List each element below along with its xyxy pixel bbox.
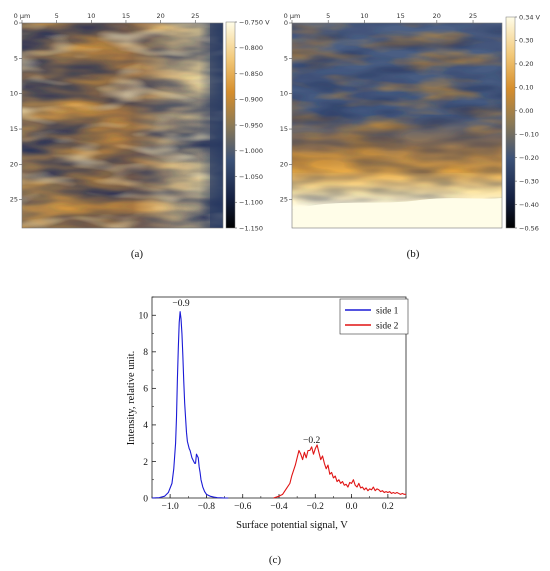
x-tick-label: 0.0 xyxy=(346,502,358,512)
panel-b-y-tick-label: 0 xyxy=(284,19,288,27)
panel-b-colorbar-tick-label: 0.20 xyxy=(519,60,533,68)
y-axis-label: Intensity, relative unit. xyxy=(126,351,137,445)
panel-b-map xyxy=(292,23,502,228)
panel-a-x-tick-label: 25 xyxy=(191,12,199,20)
panel-c: −1.0 −0.8 −0.6 −0.4 −0.2 0.0 0.2 0 2 4 6 8 10 −0.9 −0.… xyxy=(126,296,409,566)
x-tick-label: −0.8 xyxy=(198,502,215,512)
y-tick-label: 0 xyxy=(143,494,148,504)
panel-a-x-tick-label: 10 xyxy=(87,12,95,20)
panel-a-x-axis: 0 µm 5 10 15 20 25 xyxy=(14,12,199,23)
y-tick-label: 8 xyxy=(143,348,148,358)
panel-a-y-tick-label: 5 xyxy=(14,54,18,62)
series-line-side-2 xyxy=(273,444,406,499)
panel-b-x-tick-label: 25 xyxy=(469,12,477,20)
panel-a-colorbar-tick-label: −1.050 xyxy=(239,173,263,181)
panel-b-x-tick-label: 0 µm xyxy=(284,12,301,20)
panel-b-colorbar-tick-label: 0.30 xyxy=(519,37,533,45)
x-axis-label: Surface potential signal, V xyxy=(236,520,348,531)
panel-a-colorbar-tick-label: −0.900 xyxy=(239,96,263,104)
panel-b-colorbar-tick-label: −0.56 xyxy=(519,224,539,232)
x-tick-label: −0.2 xyxy=(307,502,324,512)
series-line-side-1 xyxy=(151,311,229,499)
panel-a-x-tick-label: 5 xyxy=(55,12,59,20)
x-tick-label: −0.6 xyxy=(234,502,251,512)
peak-annotation: −0.9 xyxy=(172,299,189,309)
legend: side 1 side 2 xyxy=(339,298,409,335)
panel-a-y-tick-label: 25 xyxy=(10,196,18,204)
x-tick-label: −0.4 xyxy=(270,502,287,512)
panel-a-x-tick-label: 0 µm xyxy=(14,12,31,20)
legend-label-side-2: side 2 xyxy=(376,322,399,332)
panel-a-colorbar-tick-label: −0.850 xyxy=(239,70,263,78)
panel-c-label: (c) xyxy=(269,554,282,566)
panel-b-x-tick-label: 10 xyxy=(360,12,368,20)
panel-a-y-tick-label: 20 xyxy=(10,160,18,168)
panel-b-colorbar-tick-label: −0.30 xyxy=(519,177,539,185)
legend-label-side-1: side 1 xyxy=(376,307,399,317)
panel-b-colorbar-tick-label: 0.34 V xyxy=(519,13,541,21)
panel-b-y-tick-label: 15 xyxy=(280,125,288,133)
panel-a-colorbar-tick-label: −1.150 xyxy=(239,224,263,232)
panel-a-colorbar: −0.750 V −0.800 −0.850 −0.900 −0.950 −1.000 −1… xyxy=(225,18,270,232)
panel-b-colorbar-tick-label: −0.10 xyxy=(519,131,539,139)
panel-c-plot: −1.0 −0.8 −0.6 −0.4 −0.2 0.0 0.2 0 2 4 6 8 10 −0.9 −0.… xyxy=(139,296,407,512)
panel-b-colorbar-tick-label: −0.40 xyxy=(519,201,539,209)
panel-b-y-tick-label: 10 xyxy=(280,90,288,98)
panel-a-y-tick-label: 10 xyxy=(10,90,18,98)
y-tick-label: 6 xyxy=(143,385,148,395)
y-tick-label: 10 xyxy=(139,312,149,322)
y-tick-label: 4 xyxy=(143,421,148,431)
panel-b-y-tick-label: 25 xyxy=(280,196,288,204)
panel-b-y-axis: 0 5 10 15 20 25 xyxy=(280,19,292,204)
panel-b-colorbar: 0.34 V 0.30 0.20 0.10 0.00 −0.10 −0.20 −0.30 −0.… xyxy=(505,13,541,232)
panel-a-colorbar-tick-label: −1.000 xyxy=(239,147,263,155)
panel-a-x-tick-label: 15 xyxy=(122,12,130,20)
x-tick-label: 0.2 xyxy=(382,502,394,512)
panel-a-y-tick-label: 0 xyxy=(14,19,18,27)
panel-a-x-tick-label: 20 xyxy=(156,12,164,20)
panel-b-colorbar-tick-label: 0.00 xyxy=(519,107,533,115)
panel-b-colorbar-tick-label: −0.20 xyxy=(519,154,539,162)
panel-b-y-tick-label: 5 xyxy=(284,54,288,62)
panel-a-colorbar-tick-label: −1.100 xyxy=(239,199,263,207)
panel-a-y-axis: 0 5 10 15 20 25 xyxy=(10,19,22,204)
panel-b-y-tick-label: 20 xyxy=(280,160,288,168)
panel-a-y-tick-label: 15 xyxy=(10,125,18,133)
y-tick-label: 2 xyxy=(143,458,148,468)
x-tick-label: −1.0 xyxy=(162,502,179,512)
panel-a-colorbar-tick-label: −0.750 V xyxy=(239,18,270,26)
panel-b-x-tick-label: 5 xyxy=(326,12,330,20)
panel-b-x-tick-label: 20 xyxy=(433,12,441,20)
panel-b-colorbar-tick-label: 0.10 xyxy=(519,84,533,92)
panel-b-x-axis: 0 µm 5 10 15 20 25 xyxy=(284,12,477,23)
panel-a-colorbar-tick-label: −0.800 xyxy=(239,44,263,52)
panel-a-map xyxy=(22,23,223,228)
panel-b-label: (b) xyxy=(407,248,420,260)
panel-a-label: (a) xyxy=(131,248,144,260)
panel-b-x-tick-label: 15 xyxy=(396,12,404,20)
panel-a-colorbar-tick-label: −0.950 xyxy=(239,121,263,129)
peak-annotation: −0.2 xyxy=(303,436,320,446)
